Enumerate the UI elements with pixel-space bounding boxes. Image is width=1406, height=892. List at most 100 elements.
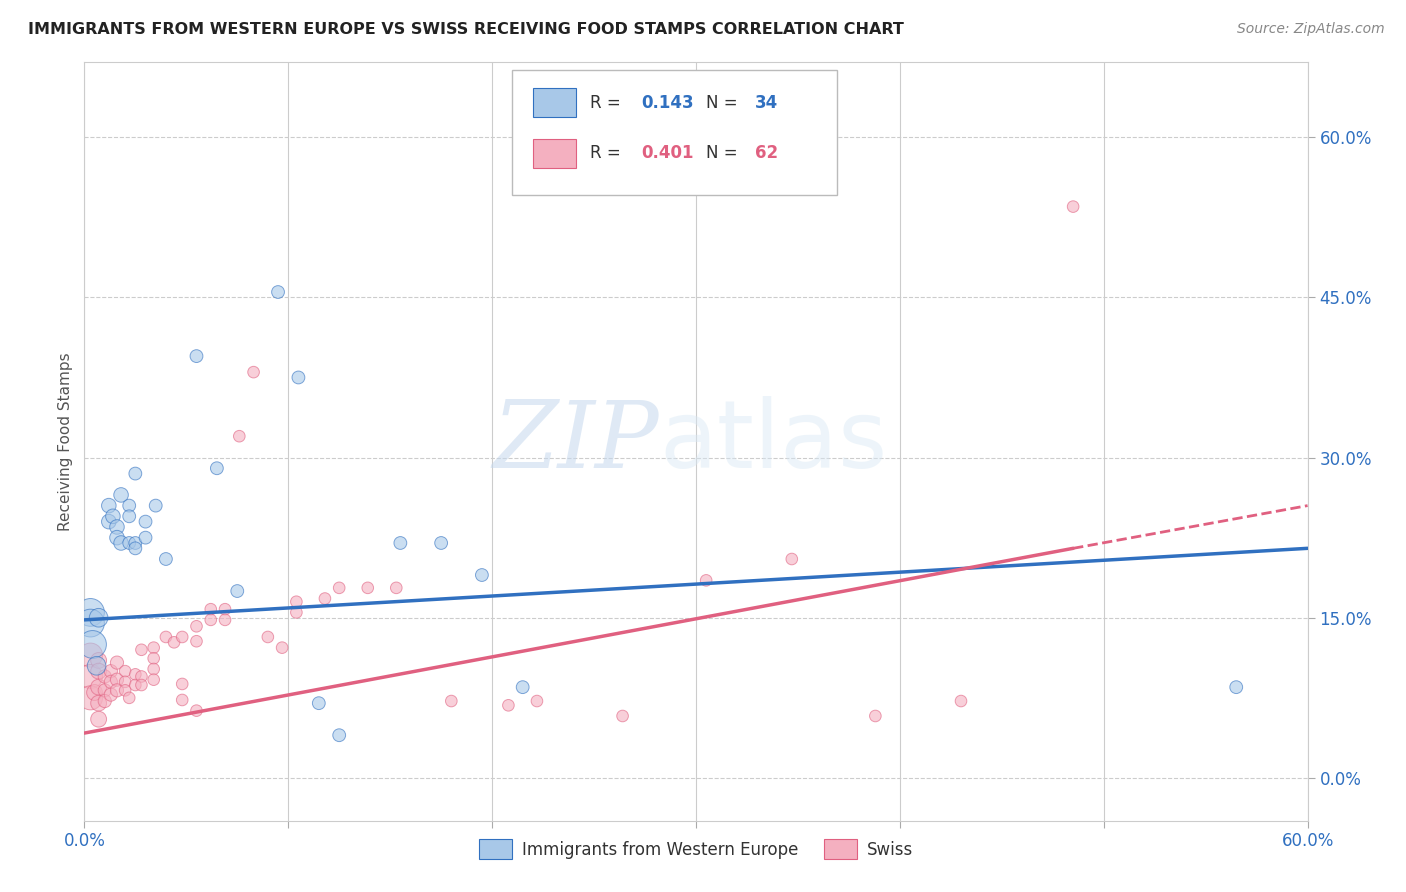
Text: atlas: atlas (659, 395, 887, 488)
Point (145, 499, 167, 513)
Point (308, 696, 330, 710)
Point (131, 642, 153, 657)
Text: IMMIGRANTS FROM WESTERN EUROPE VS SWISS RECEIVING FOOD STAMPS CORRELATION CHART: IMMIGRANTS FROM WESTERN EUROPE VS SWISS … (28, 22, 904, 37)
Point (172, 693, 194, 707)
Point (79, 606, 101, 620)
Text: ZIP: ZIP (492, 397, 659, 486)
Point (131, 678, 153, 692)
Point (87, 664, 110, 678)
Point (97, 515, 120, 529)
Text: N =: N = (706, 145, 742, 162)
Point (82, 637, 104, 651)
Point (1225, 680, 1247, 694)
Point (100, 688, 122, 702)
Point (105, 683, 128, 698)
Point (105, 520, 128, 534)
Point (110, 536, 132, 550)
Point (214, 602, 236, 616)
Point (214, 613, 236, 627)
Point (200, 613, 222, 627)
Point (172, 677, 194, 691)
Point (83, 685, 105, 699)
Point (118, 536, 141, 550)
Point (93, 694, 115, 708)
Point (114, 674, 136, 689)
Point (142, 651, 165, 665)
Point (135, 531, 157, 545)
Point (389, 536, 412, 550)
Point (97, 499, 120, 513)
Point (87, 680, 110, 694)
Point (87, 696, 110, 710)
Point (512, 680, 534, 694)
Point (314, 591, 336, 606)
Point (242, 365, 264, 379)
Point (287, 370, 309, 384)
Point (105, 531, 128, 545)
Point (228, 429, 250, 443)
Text: 62: 62 (755, 145, 778, 162)
Point (100, 664, 122, 678)
Point (118, 509, 141, 524)
Text: 0.401: 0.401 (641, 145, 693, 162)
Point (285, 606, 308, 620)
Point (142, 662, 165, 676)
Text: N =: N = (706, 94, 742, 112)
Point (440, 694, 463, 708)
Point (155, 630, 177, 644)
Text: Source: ZipAtlas.com: Source: ZipAtlas.com (1237, 22, 1385, 37)
FancyBboxPatch shape (533, 139, 576, 168)
Point (695, 574, 717, 588)
Text: R =: R = (589, 94, 626, 112)
Point (93, 683, 115, 698)
Point (87, 712, 110, 726)
Point (328, 581, 350, 595)
Text: 34: 34 (755, 94, 778, 112)
Point (79, 616, 101, 631)
Point (114, 664, 136, 678)
Point (79, 648, 101, 662)
Point (271, 640, 294, 655)
Point (79, 669, 101, 683)
Point (226, 584, 249, 599)
Point (142, 673, 165, 687)
FancyBboxPatch shape (533, 88, 576, 117)
Point (612, 709, 634, 723)
Legend: Immigrants from Western Europe, Swiss: Immigrants from Western Europe, Swiss (472, 833, 920, 865)
Point (118, 499, 141, 513)
Point (163, 635, 186, 649)
Point (124, 536, 146, 550)
Point (385, 581, 408, 595)
Point (110, 488, 132, 502)
Point (124, 678, 146, 692)
Y-axis label: Receiving Food Stamps: Receiving Food Stamps (58, 352, 73, 531)
Point (86, 658, 108, 673)
Point (114, 683, 136, 698)
Text: 0.143: 0.143 (641, 94, 693, 112)
Point (124, 467, 146, 481)
Point (93, 669, 115, 683)
Point (430, 536, 453, 550)
Point (1062, 200, 1084, 214)
Point (200, 602, 222, 616)
Point (186, 619, 208, 633)
Point (471, 568, 494, 582)
Text: R =: R = (589, 145, 626, 162)
Point (87, 653, 110, 667)
Point (186, 634, 208, 648)
Point (186, 349, 208, 363)
Point (105, 656, 128, 670)
Point (101, 509, 124, 524)
FancyBboxPatch shape (513, 70, 837, 195)
Point (87, 611, 110, 625)
Point (124, 667, 146, 681)
Point (357, 581, 380, 595)
Point (328, 728, 350, 742)
Point (780, 552, 803, 566)
Point (865, 709, 887, 723)
Point (257, 630, 280, 644)
Point (142, 640, 165, 655)
Point (100, 674, 122, 689)
Point (498, 698, 520, 713)
Point (155, 552, 177, 566)
